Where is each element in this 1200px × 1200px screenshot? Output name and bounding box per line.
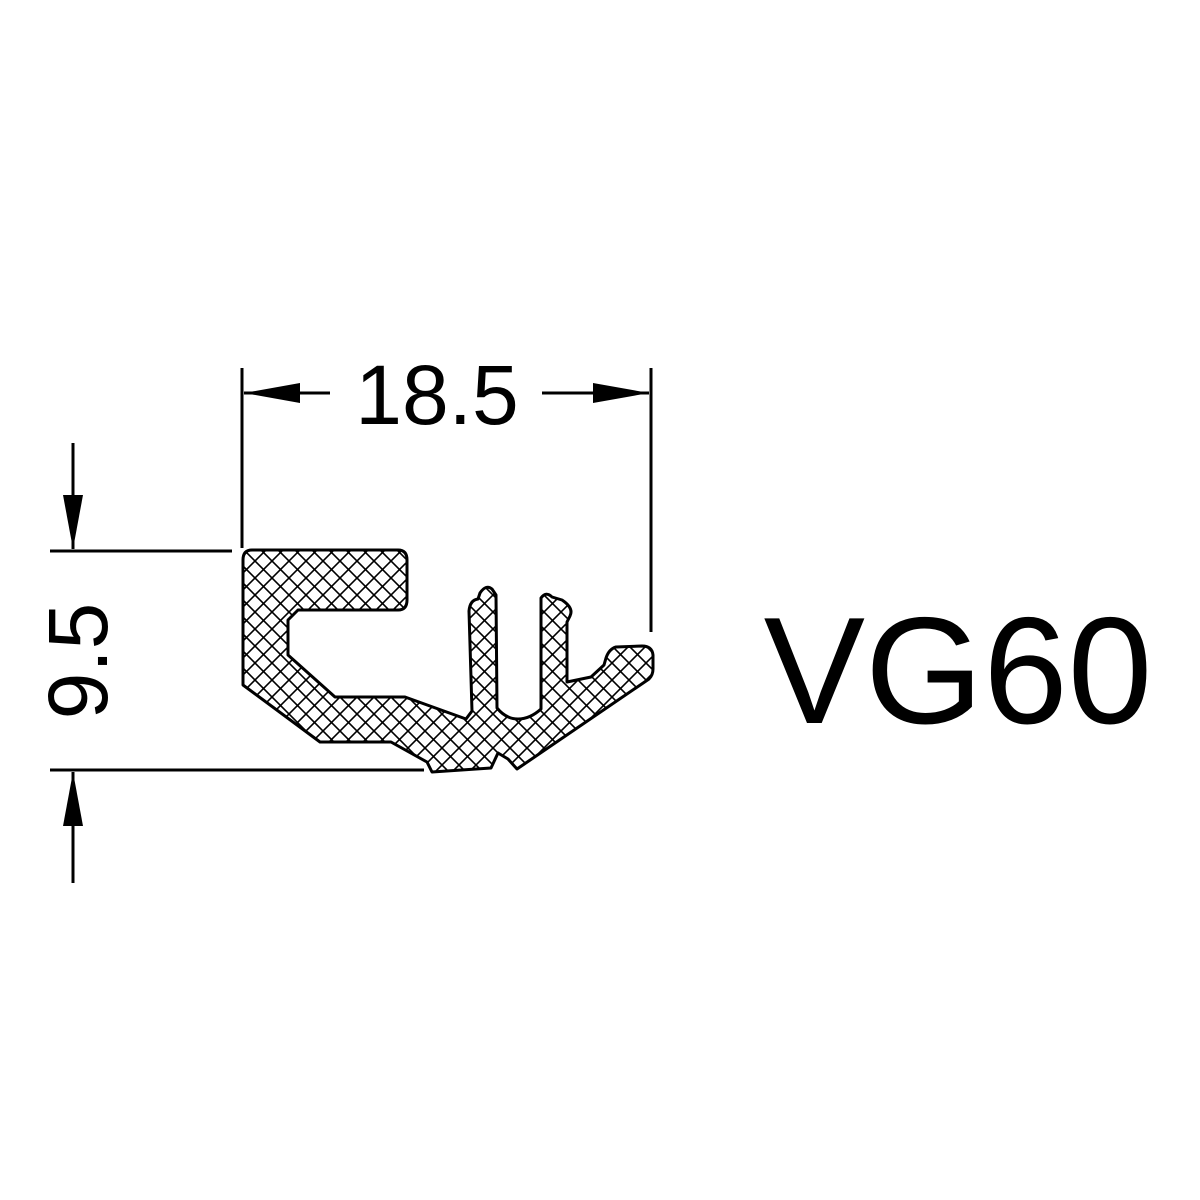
- seal-cross-section: [241, 548, 655, 774]
- width-dimension-label: 18.5: [355, 348, 519, 442]
- height-arrow-top: [63, 495, 83, 549]
- height-arrow-bottom: [63, 772, 83, 826]
- model-code-label: VG60: [764, 586, 1153, 756]
- width-dimension: 18.5: [240, 348, 653, 632]
- width-arrow-right: [593, 383, 649, 403]
- height-dimension-label: 9.5: [31, 603, 125, 720]
- height-dimension: 9.5: [31, 443, 424, 883]
- width-arrow-left: [244, 383, 300, 403]
